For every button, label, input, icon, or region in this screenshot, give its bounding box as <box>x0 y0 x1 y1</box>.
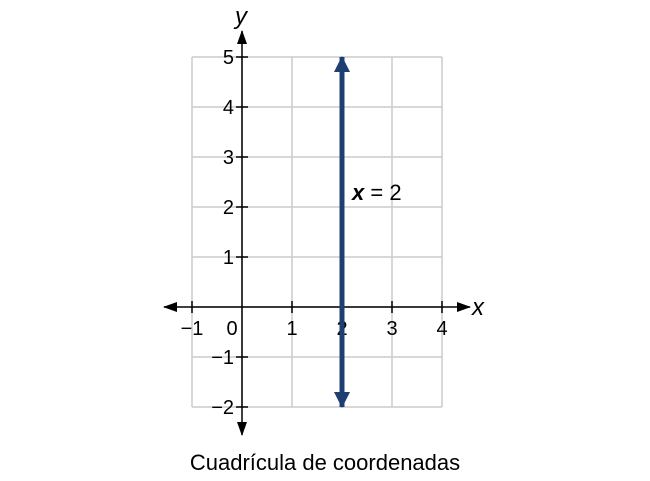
y-tick-label: 5 <box>223 47 234 69</box>
y-axis-label: y <box>233 3 249 30</box>
y-tick-label: −2 <box>211 397 234 419</box>
equation-variable: x <box>351 180 365 205</box>
y-tick-label: −1 <box>211 347 234 369</box>
x-tick-label: 3 <box>386 318 397 340</box>
axes <box>163 30 471 436</box>
y-tick-label: 1 <box>223 247 234 269</box>
y-tick-label: 3 <box>223 147 234 169</box>
x-tick-label: −1 <box>181 318 204 340</box>
chart-caption: Cuadrícula de coordenadas <box>189 450 461 475</box>
y-tick-label: 4 <box>223 97 234 119</box>
grid-lines <box>191 56 443 408</box>
x-tick-label: 4 <box>436 318 447 340</box>
equation-rest: = 2 <box>364 180 401 205</box>
line-equation-label: x = 2 <box>351 180 402 205</box>
x-tick-label: 0 <box>226 318 237 340</box>
y-tick-label: 2 <box>223 197 234 219</box>
x-axis-label: x <box>471 294 485 321</box>
x-tick-label: 1 <box>286 318 297 340</box>
